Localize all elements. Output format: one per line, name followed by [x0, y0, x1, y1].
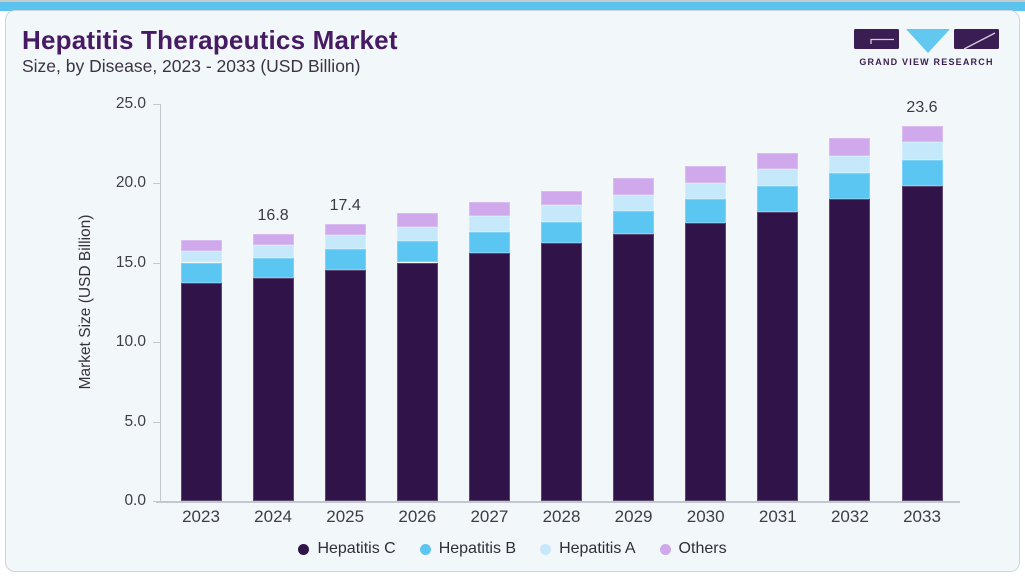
y-axis-tick — [153, 262, 160, 264]
bar-segment-hepatitis-b — [685, 198, 727, 223]
gvr-logo-text: GRAND VIEW RESEARCH — [859, 57, 994, 67]
bar-segment-hepatitis-c — [396, 262, 438, 501]
bar-segment-others — [180, 240, 222, 251]
y-axis-tick-label: 20.0 — [115, 174, 146, 191]
x-axis-label: 2025 — [326, 507, 365, 526]
gvr-logo: GRAND VIEW RESEARCH — [854, 28, 999, 67]
bar-segment-hepatitis-c — [757, 211, 799, 501]
y-axis-tick — [153, 103, 160, 105]
x-axis-label: 2031 — [758, 507, 797, 526]
gvr-g-glyph — [870, 38, 894, 44]
bar-segment-hepatitis-c — [468, 252, 510, 501]
legend: Hepatitis C Hepatitis B Hepatitis A Others — [0, 537, 1025, 561]
bar-segment-hepatitis-c — [901, 186, 943, 501]
bar-segment-hepatitis-b — [829, 173, 871, 199]
legend-label: Hepatitis B — [438, 540, 517, 557]
bar-segment-hepatitis-c — [829, 198, 871, 501]
bar-segment-hepatitis-c — [541, 243, 582, 501]
bar-segment-others — [829, 138, 871, 156]
bar-segment-others — [396, 213, 438, 227]
bar-segment-hepatitis-a — [396, 226, 438, 242]
page-subtitle: Size, by Disease, 2023 - 2033 (USD Billi… — [22, 56, 361, 76]
page-title: Hepatitis Therapeutics Market — [22, 25, 398, 55]
x-axis-label: 2024 — [254, 507, 292, 526]
bar-segment-hepatitis-b — [252, 257, 294, 279]
bar-value-label: 16.8 — [257, 206, 289, 224]
top-accent-bar — [0, 2, 1025, 11]
bar-value-label: 23.6 — [906, 98, 938, 116]
bar-segment-others — [324, 224, 366, 236]
x-axis-label: 2032 — [830, 507, 869, 526]
top-hairline — [0, 0, 1025, 2]
y-axis-tick — [153, 183, 160, 184]
bar-segment-hepatitis-a — [757, 169, 799, 187]
bar-segment-others — [541, 190, 582, 206]
bar-segment-hepatitis-c — [324, 270, 366, 501]
legend-item-hepatitis-a: Hepatitis A — [540, 538, 636, 560]
x-axis-label: 2030 — [686, 507, 725, 526]
bar-segment-hepatitis-c — [252, 278, 294, 501]
bar-segment-hepatitis-a — [252, 245, 294, 258]
bar-segment-others — [901, 125, 943, 142]
bar-segment-hepatitis-b — [324, 248, 366, 271]
bar-segment-hepatitis-b — [468, 232, 510, 253]
x-axis-label: 2028 — [542, 507, 581, 526]
y-axis-line — [160, 103, 161, 501]
bar-segment-others — [613, 178, 655, 195]
y-axis-tick — [153, 342, 160, 343]
bar-value-label: 17.4 — [329, 197, 361, 215]
y-axis-tick — [153, 421, 160, 423]
legend-dot-icon — [298, 543, 310, 555]
y-axis-title: Market Size (USD Billion) — [77, 214, 94, 390]
bar-segment-hepatitis-a — [541, 205, 582, 222]
legend-item-hepatitis-c: Hepatitis C — [298, 538, 396, 560]
bar-segment-hepatitis-a — [324, 235, 366, 249]
y-axis-tick-label: 5.0 — [124, 412, 146, 430]
x-axis-label: 2033 — [903, 507, 941, 526]
bar-segment-hepatitis-c — [180, 283, 222, 501]
bar-segment-hepatitis-b — [541, 221, 582, 244]
bar-segment-hepatitis-b — [180, 262, 222, 284]
y-axis-tick-label: 0.0 — [124, 492, 146, 509]
x-axis-line — [156, 501, 960, 503]
y-axis-tick-label: 15.0 — [115, 253, 146, 271]
y-axis-tick-label: 25.0 — [115, 94, 146, 112]
legend-item-hepatitis-b: Hepatitis B — [419, 538, 517, 560]
legend-item-others: Others — [659, 538, 727, 560]
bar-segment-others — [757, 152, 799, 170]
y-axis-tick-label: 10.0 — [115, 333, 146, 350]
gvr-r-block — [954, 29, 999, 49]
bar-segment-hepatitis-a — [468, 216, 510, 233]
legend-dot-icon — [419, 543, 431, 555]
bar-segment-hepatitis-b — [396, 241, 438, 263]
bar-segment-hepatitis-a — [685, 183, 727, 199]
bar-segment-others — [685, 165, 727, 183]
gvr-v-triangle — [906, 29, 950, 53]
gvr-r-glyph — [963, 32, 996, 50]
x-axis-label: 2027 — [470, 507, 509, 526]
gvr-logo-icon — [854, 29, 999, 53]
bar-segment-hepatitis-b — [901, 159, 943, 187]
bar-segment-hepatitis-b — [613, 210, 655, 234]
x-axis-label: 2029 — [614, 507, 653, 526]
bar-segment-others — [468, 202, 510, 217]
bar-segment-hepatitis-a — [829, 155, 871, 174]
bar-segment-hepatitis-c — [685, 222, 727, 501]
bar-segment-hepatitis-a — [613, 194, 655, 211]
legend-dot-icon — [540, 543, 552, 555]
bar-segment-hepatitis-c — [613, 233, 655, 501]
legend-label: Hepatitis C — [317, 540, 396, 557]
x-axis-label: 2026 — [398, 507, 437, 526]
legend-label: Others — [678, 540, 727, 557]
bar-segment-hepatitis-a — [901, 141, 943, 160]
bar-segment-others — [252, 233, 294, 245]
bar-segment-hepatitis-b — [757, 186, 799, 212]
legend-dot-icon — [659, 543, 671, 555]
legend-label: Hepatitis A — [559, 540, 636, 557]
x-axis-label: 2023 — [182, 507, 220, 526]
bar-segment-hepatitis-a — [180, 250, 222, 263]
